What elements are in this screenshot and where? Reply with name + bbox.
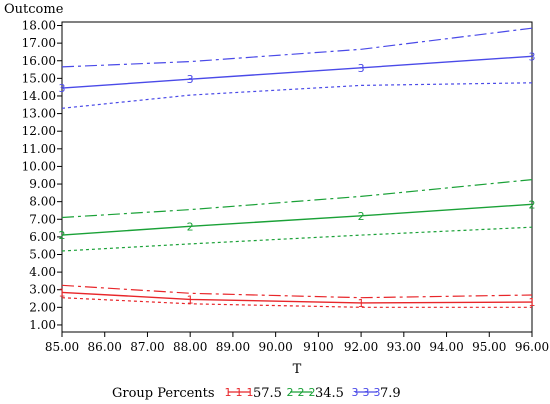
series-2-point-label: 2 xyxy=(187,220,194,233)
series-3-upper-line xyxy=(61,27,533,68)
legend-percent-1: 57.5 xyxy=(253,386,282,401)
series-2-point-label: 2 xyxy=(358,210,365,223)
y-tick-label: 9.00 xyxy=(29,177,56,191)
series-3-point-label: 3 xyxy=(529,50,536,63)
x-tick-label: 86.00 xyxy=(88,340,122,354)
legend-title: Group Percents xyxy=(112,386,215,401)
y-tick-label: 13.00 xyxy=(22,107,56,121)
series-1-mean-line xyxy=(61,291,533,304)
y-tick-label: 8.00 xyxy=(29,195,56,209)
series-1-point-label: 1 xyxy=(358,297,365,310)
y-tick-label: 16.00 xyxy=(22,54,56,68)
series-1-point-label: 1 xyxy=(59,286,66,299)
x-axis: 85.00 86.00 87.00 88.00 89.00 90.00 9100 92.00 9… xyxy=(45,332,549,354)
legend-marker-3: 3 xyxy=(363,386,370,399)
x-tick-label: 95.00 xyxy=(472,340,506,354)
legend-marker-1: 1 xyxy=(225,386,232,399)
series-3-lower-line xyxy=(61,82,533,109)
legend-percent-2: 34.5 xyxy=(315,386,344,401)
legend-marker-1: 1 xyxy=(247,386,254,399)
series-3-mean-line xyxy=(61,55,533,89)
legend-marker-2: 2 xyxy=(298,386,305,399)
series-1-upper-line xyxy=(61,284,533,299)
y-tick-label: 15.00 xyxy=(22,71,56,85)
x-tick-label: 9100 xyxy=(303,340,334,354)
series-group: 1 1 1 1 2 2 2 2 3 3 3 3 xyxy=(59,27,536,310)
y-axis: 1.00 2.00 3.00 4.00 5.00 6.00 7.00 8.00 9.00 10.0… xyxy=(22,19,62,332)
y-tick-label: 7.00 xyxy=(29,212,56,226)
x-tick-label: 94.00 xyxy=(429,340,463,354)
legend-marker-3: 3 xyxy=(374,386,381,399)
series-3-point-label: 3 xyxy=(358,62,365,75)
y-tick-label: 17.00 xyxy=(22,36,56,50)
y-axis-title: Outcome xyxy=(4,2,64,17)
x-tick-label: 88.00 xyxy=(173,340,207,354)
series-1-lower-line xyxy=(61,297,532,308)
series-2-lower-line xyxy=(61,226,533,252)
legend-marker-1: 1 xyxy=(236,386,243,399)
y-tick-label: 10.00 xyxy=(22,159,56,173)
y-tick-label: 1.00 xyxy=(29,318,56,332)
series-1-point-label: 1 xyxy=(529,296,536,309)
series-3-point-label: 3 xyxy=(59,82,66,95)
y-tick-label: 2.00 xyxy=(29,300,56,314)
legend: Group Percents 1 1 1 57.5 2 2 2 34.5 3 3 3 7.9 xyxy=(112,386,401,401)
y-tick-label: 18.00 xyxy=(22,19,56,33)
x-tick-label: 96.00 xyxy=(515,340,549,354)
series-2-mean-line xyxy=(61,203,533,236)
y-tick-label: 14.00 xyxy=(22,89,56,103)
legend-percent-3: 7.9 xyxy=(380,386,401,401)
y-tick-label: 11.00 xyxy=(22,142,56,156)
x-tick-label: 89.00 xyxy=(216,340,250,354)
y-tick-label: 3.00 xyxy=(29,283,56,297)
series-3-point-label: 3 xyxy=(187,73,194,86)
y-tick-label: 12.00 xyxy=(22,124,56,138)
series-1-point-label: 1 xyxy=(187,293,194,306)
x-axis-title: T xyxy=(293,362,302,377)
series-2-point-label: 2 xyxy=(59,229,66,242)
plot-frame xyxy=(61,21,533,333)
legend-marker-2: 2 xyxy=(287,386,294,399)
y-tick-label: 5.00 xyxy=(29,248,56,262)
series-2-upper-line xyxy=(61,179,533,219)
legend-marker-2: 2 xyxy=(309,386,316,399)
x-tick-label: 92.00 xyxy=(344,340,378,354)
x-tick-label: 87.00 xyxy=(130,340,164,354)
x-tick-label: 93.00 xyxy=(387,340,421,354)
x-tick-label: 85.00 xyxy=(45,340,79,354)
x-tick-label: 90.00 xyxy=(258,340,292,354)
series-2-point-label: 2 xyxy=(529,198,536,211)
legend-marker-3: 3 xyxy=(352,386,359,399)
y-tick-label: 6.00 xyxy=(29,230,56,244)
y-tick-label: 4.00 xyxy=(29,265,56,279)
